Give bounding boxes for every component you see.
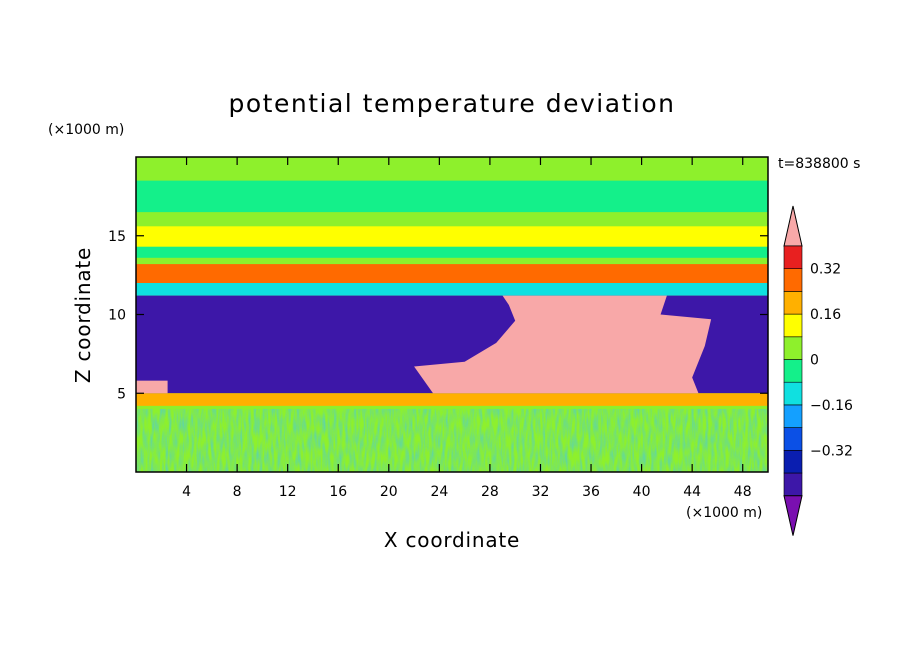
colorbar-bin (783, 336, 803, 360)
warm-anomaly-left-edge (136, 380, 168, 394)
y-tick-label: 5 (117, 386, 126, 402)
colorbar-bin (783, 268, 803, 292)
field-layer-5 (136, 283, 768, 296)
time-label: t=838800 s (778, 156, 860, 172)
colorbar: 0.32 0.16 0 −0.16 −0.32 (783, 205, 853, 536)
x-axis-label: X coordinate (384, 528, 520, 552)
colorbar-tick-label: −0.16 (810, 398, 853, 414)
colorbar-bin (783, 449, 803, 474)
plot-area (136, 157, 768, 472)
colorbar-tick-label: −0.32 (810, 443, 853, 459)
colorbar-top-arrow (783, 205, 803, 247)
x-tick-label: 36 (582, 484, 600, 500)
x-tick-label: 8 (233, 484, 242, 500)
field-layer-2 (136, 226, 768, 247)
field-layer-1 (136, 180, 768, 213)
x-tick-label: 20 (380, 484, 398, 500)
field-layer-4 (136, 264, 768, 283)
x-tick-label: 28 (481, 484, 499, 500)
colorbar-tick-label: 0.16 (810, 307, 841, 323)
x-units-label: (×1000 m) (686, 505, 762, 521)
x-tick-label: 40 (633, 484, 651, 500)
colorbar-bin (783, 404, 803, 428)
y-units-label: (×1000 m) (48, 122, 124, 138)
y-axis-label: Z coordinate (71, 247, 95, 383)
x-tick-label: 48 (734, 484, 752, 500)
x-tick-label: 32 (532, 484, 550, 500)
colorbar-tick-label: 0 (810, 353, 819, 369)
colorbar-bin (783, 359, 803, 383)
x-tick-label: 16 (329, 484, 347, 500)
colorbar-bin (783, 245, 803, 270)
colorbar-bin (783, 427, 803, 451)
y-tick-label: 10 (108, 308, 126, 324)
colorbar-bin (783, 381, 803, 406)
colorbar-bin (783, 291, 803, 315)
field-layer-3 (136, 246, 768, 258)
field-layer-8 (136, 393, 768, 406)
x-tick-label: 4 (182, 484, 191, 500)
warm-anomaly-region (414, 295, 712, 394)
field-layer-0 (136, 157, 768, 181)
colorbar-bottom-arrow (783, 495, 803, 536)
x-tick-label: 44 (683, 484, 701, 500)
chart-title: potential temperature deviation (229, 89, 676, 118)
y-axis-ticks: 5 10 15 (108, 229, 768, 402)
y-tick-label: 15 (108, 229, 126, 245)
x-tick-label: 24 (430, 484, 448, 500)
colorbar-tick-label: 0.32 (810, 262, 841, 278)
colorbar-bin (783, 313, 803, 338)
x-tick-label: 12 (279, 484, 297, 500)
boundary-layer-texture (136, 409, 768, 472)
x-axis-ticks: 4 8 12 16 20 24 28 32 36 40 44 48 (182, 157, 752, 500)
colorbar-bin (783, 472, 803, 497)
